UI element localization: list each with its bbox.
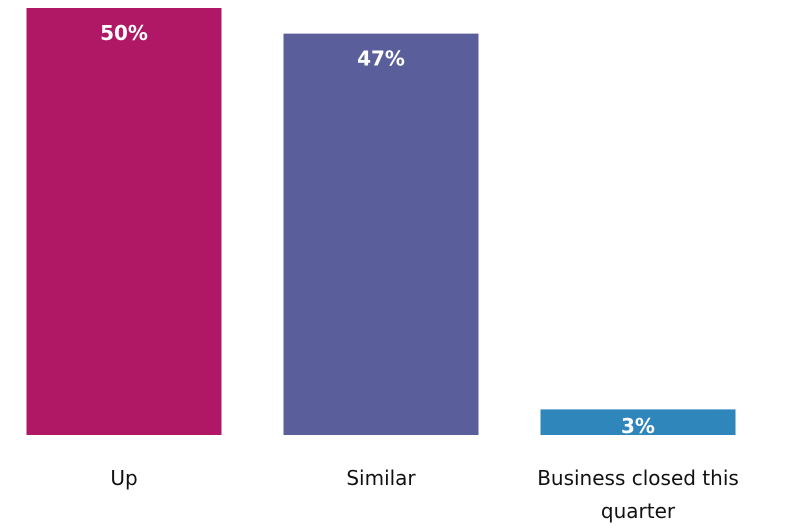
category-labels-group: Up Similar Business closed this quarter [110,466,738,523]
data-label-0: 50% [100,21,148,45]
category-label-1: Similar [346,466,416,490]
bar-1 [283,33,479,436]
bar-2 [540,409,736,435]
bars-group [26,8,736,436]
data-label-2: 3% [621,414,655,438]
category-label-0: Up [110,466,137,490]
bar-0 [26,8,222,435]
category-label-2-line-0: Business closed this [537,466,739,490]
category-label-2-line-1: quarter [601,499,676,523]
data-label-1: 47% [357,47,405,71]
data-labels-group: 50% 47% 3% [100,21,655,438]
